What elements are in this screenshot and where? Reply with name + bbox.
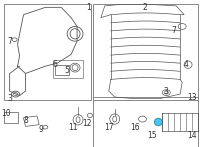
Bar bbox=[53, 60, 83, 78]
Text: 17: 17 bbox=[104, 123, 114, 132]
Text: 16: 16 bbox=[130, 123, 139, 132]
Text: 6: 6 bbox=[53, 60, 58, 69]
Text: 7: 7 bbox=[172, 26, 177, 35]
Text: 1: 1 bbox=[87, 3, 91, 12]
Bar bbox=[93, 97, 198, 147]
Text: 14: 14 bbox=[187, 131, 197, 140]
Text: 3: 3 bbox=[7, 94, 12, 103]
Text: 13: 13 bbox=[187, 92, 197, 102]
Text: 7: 7 bbox=[7, 37, 12, 46]
Bar bbox=[23, 116, 39, 126]
Bar bbox=[4, 4, 91, 100]
Text: 4: 4 bbox=[184, 60, 189, 69]
Text: 8: 8 bbox=[23, 116, 28, 125]
Text: 9: 9 bbox=[39, 125, 44, 134]
Ellipse shape bbox=[154, 118, 162, 126]
Text: 5: 5 bbox=[65, 66, 70, 75]
Text: 15: 15 bbox=[148, 131, 157, 140]
Bar bbox=[4, 112, 18, 123]
Text: 2: 2 bbox=[142, 3, 147, 12]
Text: 11: 11 bbox=[68, 123, 78, 132]
Text: 12: 12 bbox=[82, 119, 92, 128]
Text: 3: 3 bbox=[164, 87, 169, 96]
Bar bbox=[93, 4, 198, 100]
Bar bbox=[55, 65, 69, 75]
Text: 10: 10 bbox=[1, 109, 10, 118]
